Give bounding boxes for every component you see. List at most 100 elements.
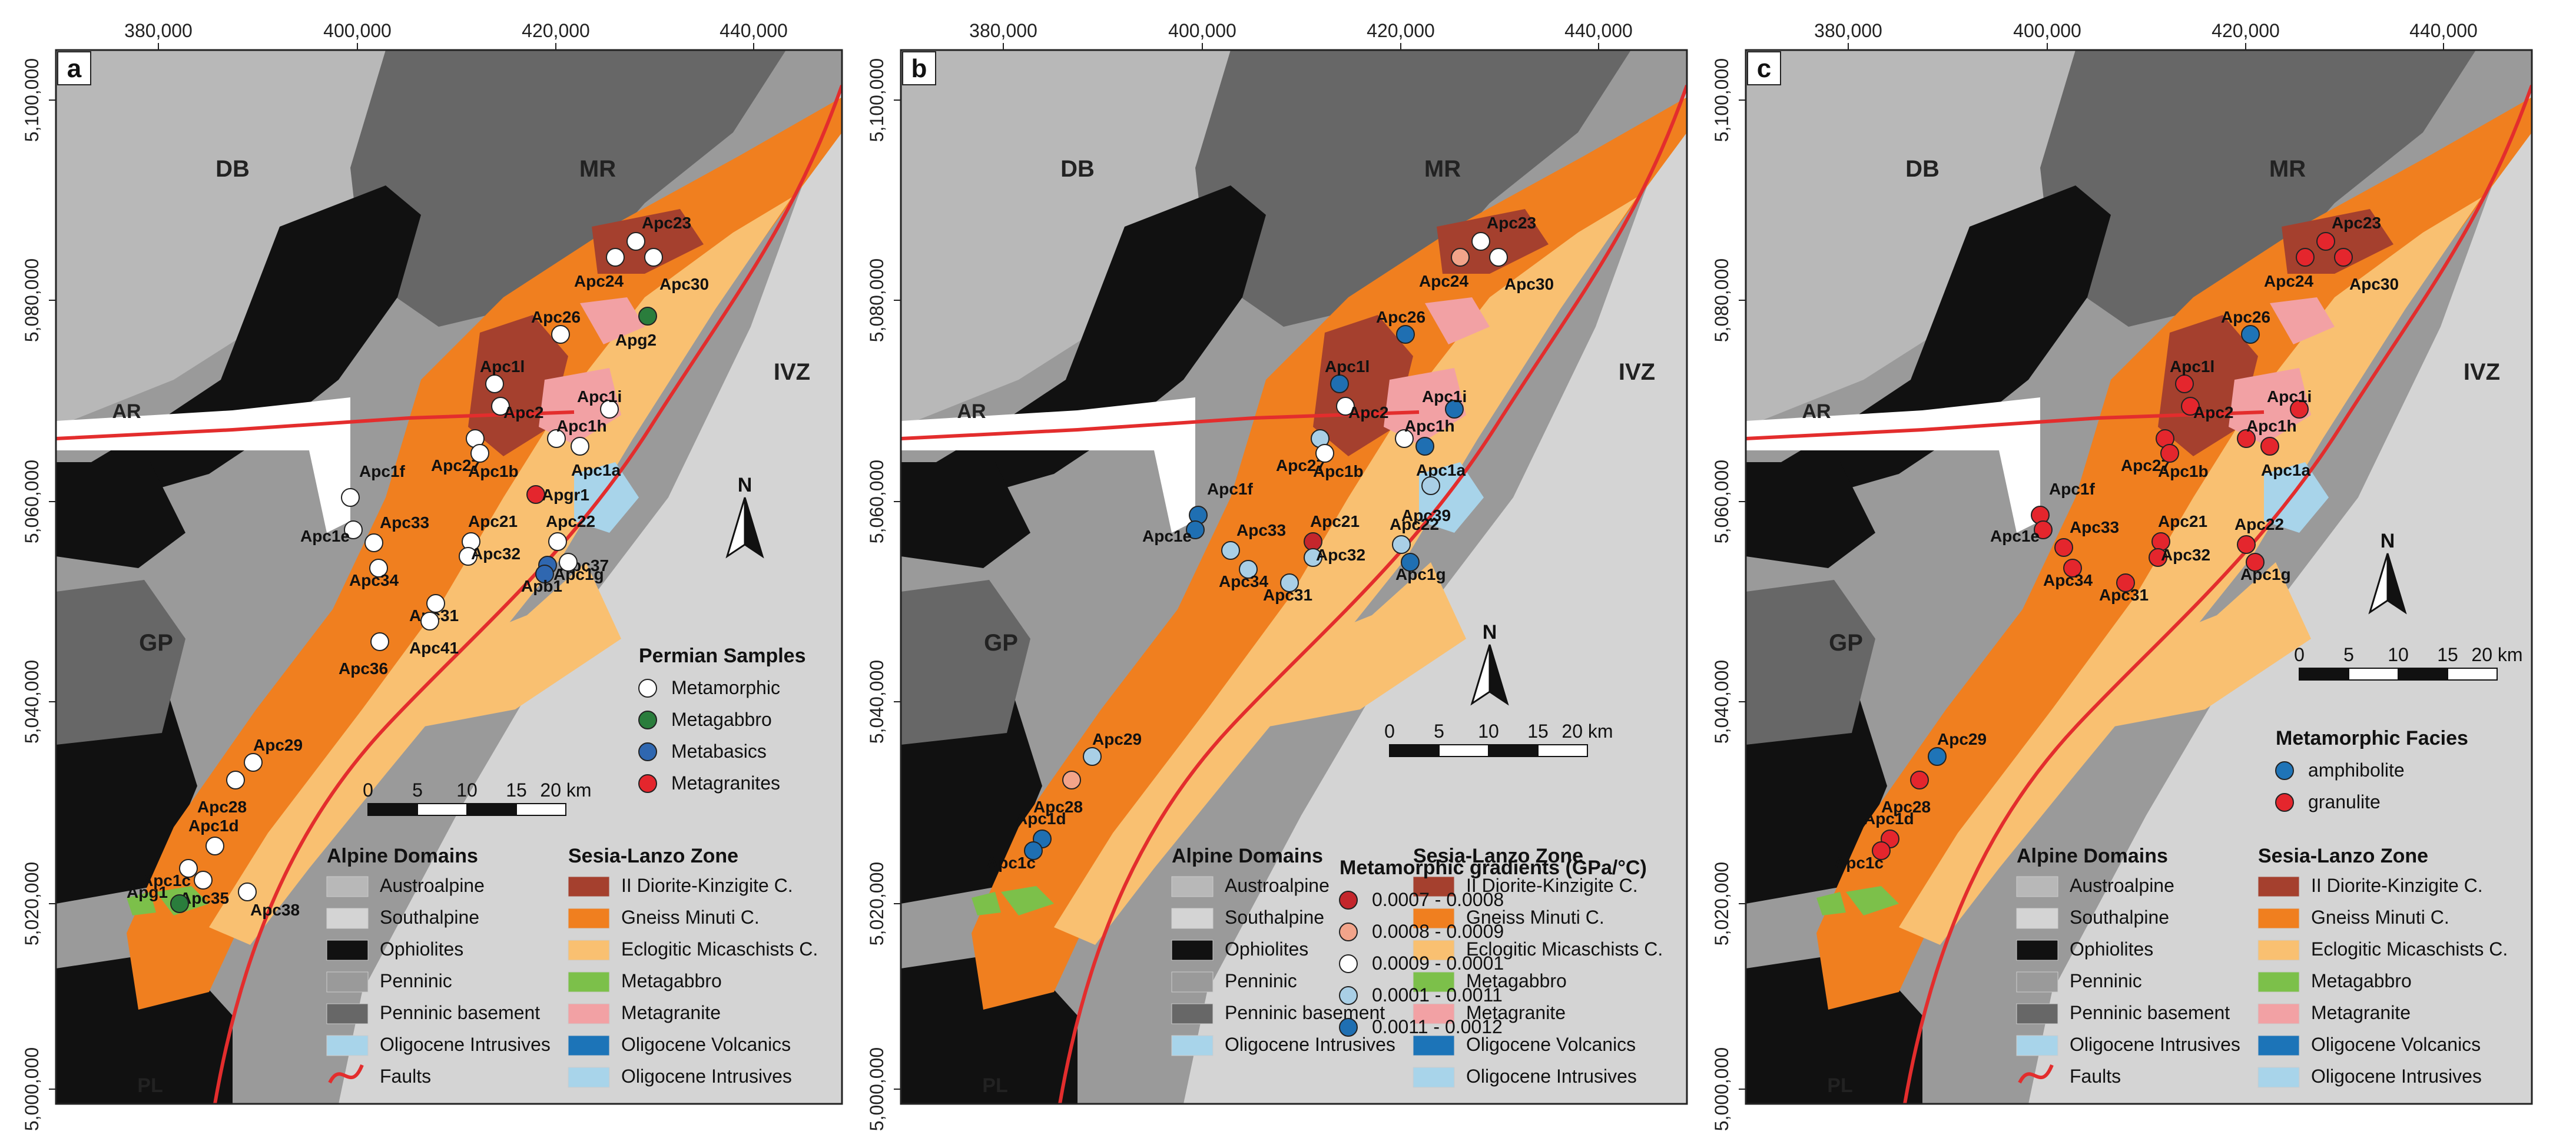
alpine-domains-title: Alpine Domains — [2017, 845, 2168, 867]
sample-point — [341, 488, 360, 507]
north-arrow-icon: N — [1470, 621, 1509, 706]
sesia-lanzo-label: Oligocene Volcanics — [621, 1034, 791, 1055]
legend-label: Metagabbro — [671, 709, 772, 730]
scale-tick-label: 5 — [1434, 721, 1444, 742]
sample-point — [2296, 248, 2315, 267]
sesia-lanzo-label: Eclogitic Micaschists C. — [621, 938, 818, 960]
scale-tick-label: 20 km — [540, 779, 591, 801]
sample-point — [1336, 397, 1355, 416]
scale-tick-label: 10 — [2388, 644, 2409, 665]
domain-label-gp: GP — [139, 630, 173, 656]
map-frame — [900, 49, 1688, 1105]
scale-tick-label: 15 — [506, 779, 527, 801]
sample-point — [1083, 747, 1102, 766]
sample-label: Apc1i — [577, 387, 622, 406]
sample-point — [2260, 437, 2279, 456]
scale-tick-label: 5 — [2343, 644, 2354, 665]
x-tick-label: 420,000 — [522, 20, 590, 41]
sesia-lanzo-swatch — [568, 940, 610, 961]
alpine-domain-swatch — [326, 876, 369, 897]
sesia-lanzo-label: Oligocene Intrusives — [2311, 1066, 2482, 1087]
sesia-lanzo-swatch — [2257, 1067, 2300, 1088]
metagranite-area — [539, 368, 621, 444]
alpine-domain-swatch — [1171, 1003, 1214, 1024]
sample-label: Apc34 — [2043, 571, 2093, 589]
y-tick-label: 5,000,000 — [866, 1047, 887, 1131]
scale-segment — [1389, 744, 1440, 757]
map-panel-a: DB MR IVZ GP AR PL Apc23 Apc24 Apc30 Apc26 Apg2 Apc… — [21, 20, 843, 1131]
sample-label: Apc26 — [1376, 308, 1425, 326]
sample-label: Apc23 — [2332, 214, 2381, 232]
legend-point — [638, 679, 657, 698]
sample-point — [1872, 841, 1891, 860]
sample-label: Apc27 — [431, 456, 480, 475]
y-tick-label: 5,040,000 — [1711, 660, 1732, 744]
alpine-domain-label: Austroalpine — [380, 875, 485, 896]
scale-segment — [516, 803, 566, 816]
sesia-lanzo-label: II Diorite-Kinzigite C. — [1466, 875, 1638, 896]
sesia-lanzo-swatch — [1413, 1067, 1455, 1088]
domain-label-db: DB — [1060, 156, 1095, 182]
sample-point — [1186, 520, 1205, 539]
alpine-domain-swatch — [2016, 940, 2058, 961]
sesia-lanzo-swatch — [1413, 1035, 1455, 1056]
y-tick-label: 5,040,000 — [866, 660, 887, 744]
panel-letter-box — [1747, 51, 1781, 85]
sample-point — [1330, 374, 1349, 393]
sesia-lanzo-label: Gneiss Minuti C. — [621, 907, 760, 928]
alpine-domain-label: Penninic basement — [2070, 1002, 2230, 1023]
sesia-lanzo-label: Metagabbro — [621, 970, 722, 991]
scale-segment — [2299, 668, 2349, 681]
sample-point — [644, 248, 663, 267]
legend-label: 0.0011 - 0.0012 — [1372, 1016, 1503, 1037]
sample-point — [606, 248, 625, 267]
sample-label: Apc34 — [1219, 572, 1268, 590]
alpine-domains-title: Alpine Domains — [1172, 845, 1323, 867]
domain-label-db: DB — [216, 156, 250, 182]
scale-tick-label: 5 — [412, 779, 423, 801]
sesia-lanzo-swatch — [1413, 971, 1455, 993]
metagabbro-area-2 — [972, 892, 1001, 915]
legend-point — [638, 774, 657, 793]
x-tick-label: 440,000 — [720, 20, 788, 41]
alpine-domain-label: Southalpine — [1225, 907, 1324, 928]
southalpine-area — [339, 85, 842, 1104]
sample-label: Apc1e — [300, 527, 350, 545]
sample-point — [2237, 535, 2256, 554]
white-gap-area — [1746, 397, 2040, 533]
sample-label: Apc21 — [2158, 512, 2207, 530]
sample-label: Apc39 — [1401, 506, 1451, 525]
sesia-lanzo-label: Metagabbro — [1466, 970, 1567, 991]
sample-point — [1024, 841, 1043, 860]
gp-basement-area — [56, 580, 185, 745]
sample-label: Apc33 — [2070, 518, 2119, 536]
sample-label: Apc1b — [468, 462, 519, 480]
legend-label: amphibolite — [2308, 759, 2405, 781]
sample-label: Apc1l — [480, 357, 525, 376]
panel-letter: b — [911, 54, 927, 83]
alpine-domain-label: Ophiolites — [1225, 938, 1308, 960]
sample-label: Apc2 — [2193, 403, 2233, 422]
sesia-lanzo-label: Metagranite — [2311, 1002, 2411, 1023]
ar-fault-line — [56, 410, 575, 440]
sample-point — [1421, 476, 1440, 495]
y-tick-label: 5,060,000 — [866, 460, 887, 543]
alpine-domain-swatch — [1171, 940, 1214, 961]
alpine-domain-label: Penninic basement — [380, 1002, 540, 1023]
sample-label: Apc28 — [1033, 798, 1083, 816]
sample-label: Apc30 — [2349, 275, 2399, 293]
alpine-domain-label: Oligocene Intrusives — [380, 1034, 551, 1055]
sesia-lanzo-label: Eclogitic Micaschists C. — [1466, 938, 1663, 960]
sample-label: Apc1g — [1395, 565, 1446, 583]
legend-label: 0.0008 - 0.0009 — [1372, 921, 1504, 942]
domain-label-ar: AR — [112, 400, 141, 423]
sample-point — [364, 533, 383, 552]
sesia-lanzo-label: Oligocene Intrusives — [1466, 1066, 1637, 1087]
sample-point — [626, 232, 645, 251]
alpine-domain-label: Penninic — [1225, 970, 1297, 991]
domain-label-gp: GP — [1829, 630, 1863, 656]
sample-point — [179, 859, 198, 878]
alpine-domain-swatch — [326, 1035, 369, 1056]
sample-point — [2116, 573, 2135, 592]
sesia-lanzo-swatch — [1413, 1003, 1455, 1024]
